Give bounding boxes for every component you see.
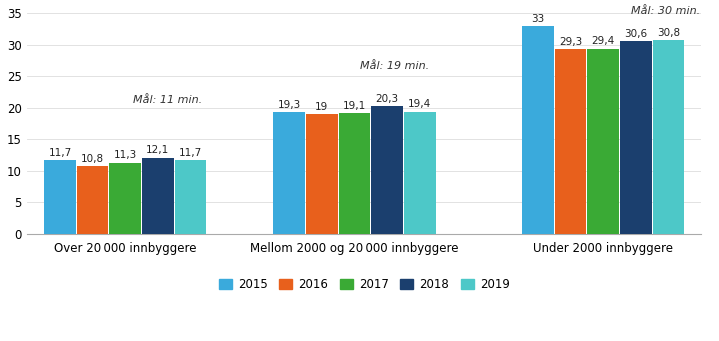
Bar xyxy=(175,160,206,234)
Text: 10,8: 10,8 xyxy=(81,153,104,164)
Text: 30,6: 30,6 xyxy=(624,29,647,39)
Bar xyxy=(44,160,75,234)
Bar xyxy=(587,48,619,234)
Text: 11,7: 11,7 xyxy=(179,148,202,158)
Bar xyxy=(306,114,338,234)
Text: 29,3: 29,3 xyxy=(559,37,582,47)
Text: 11,7: 11,7 xyxy=(48,148,72,158)
Text: 12,1: 12,1 xyxy=(146,145,170,155)
Bar xyxy=(653,40,684,234)
Bar xyxy=(273,112,305,234)
Bar xyxy=(109,163,141,234)
Bar xyxy=(77,166,109,234)
Bar xyxy=(339,114,370,234)
Bar xyxy=(404,112,436,234)
Bar xyxy=(555,49,587,234)
Text: Mål: 30 min.: Mål: 30 min. xyxy=(631,6,700,16)
Text: 19,3: 19,3 xyxy=(278,100,301,110)
Bar xyxy=(620,41,651,234)
Text: 19,1: 19,1 xyxy=(343,101,366,111)
Text: 29,4: 29,4 xyxy=(592,36,615,46)
Text: Mål: 19 min.: Mål: 19 min. xyxy=(360,61,429,71)
Text: 11,3: 11,3 xyxy=(114,150,137,161)
Text: 33: 33 xyxy=(531,14,544,24)
Legend: 2015, 2016, 2017, 2018, 2019: 2015, 2016, 2017, 2018, 2019 xyxy=(214,273,514,296)
Bar xyxy=(142,158,173,234)
Bar xyxy=(522,26,554,234)
Text: 19,4: 19,4 xyxy=(408,99,431,109)
Text: 30,8: 30,8 xyxy=(657,28,680,38)
Text: Mål: 11 min.: Mål: 11 min. xyxy=(134,95,203,105)
Text: 19: 19 xyxy=(315,102,329,112)
Text: 20,3: 20,3 xyxy=(375,94,398,104)
Bar xyxy=(371,106,403,234)
